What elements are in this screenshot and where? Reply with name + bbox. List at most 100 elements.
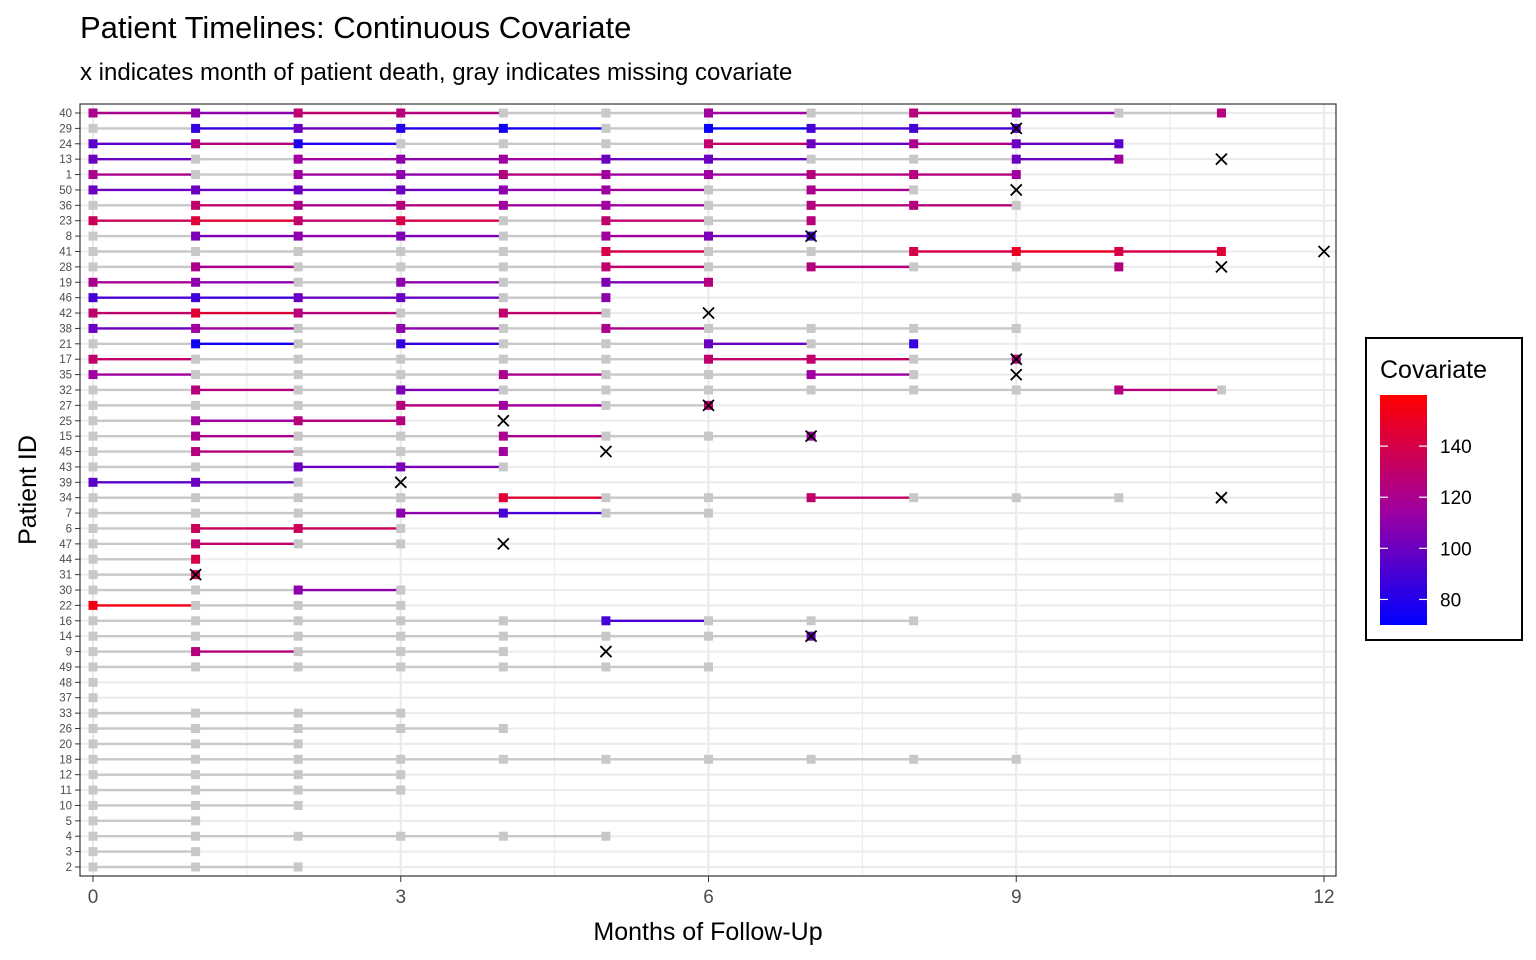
missing-point: [88, 262, 98, 272]
covariate-point: [704, 277, 713, 287]
missing-point: [601, 370, 611, 380]
missing-point: [191, 770, 201, 780]
y-tick-label: 9: [66, 647, 72, 659]
missing-point: [601, 493, 611, 503]
death-marker-stroke: [804, 229, 818, 243]
covariate-point: [396, 170, 406, 180]
missing-point: [293, 631, 303, 641]
covariate-point: [498, 123, 508, 133]
death-marker-stroke: [702, 399, 715, 412]
missing-point: [396, 785, 406, 795]
missing-point: [601, 385, 611, 395]
death-marker: [599, 645, 613, 658]
covariate-point: [293, 416, 303, 426]
covariate-point: [191, 231, 201, 241]
y-tick-label: 42: [59, 308, 72, 320]
patient-row-9: [88, 645, 613, 658]
covariate-point: [806, 370, 816, 380]
covariate-point: [191, 108, 201, 118]
covariate-point: [396, 200, 406, 210]
missing-point: [293, 800, 303, 810]
death-marker: [804, 630, 818, 643]
missing-point: [88, 523, 98, 533]
missing-point: [704, 616, 713, 626]
missing-point: [601, 831, 611, 841]
missing-point: [704, 662, 713, 672]
covariate-point: [1216, 246, 1226, 256]
covariate-point: [88, 170, 98, 180]
covariate-point: [191, 539, 201, 549]
missing-point: [191, 600, 201, 610]
death-marker: [497, 414, 510, 427]
missing-point: [806, 754, 816, 764]
missing-point: [498, 293, 508, 303]
y-tick-label: 28: [59, 262, 72, 274]
covariate-point: [498, 154, 508, 164]
y-tick-label: 16: [59, 616, 72, 628]
missing-point: [601, 339, 611, 349]
covariate-point: [293, 585, 303, 595]
missing-point: [1011, 200, 1021, 210]
covariate-point: [191, 293, 201, 303]
covariate-point: [498, 447, 508, 457]
missing-point: [704, 385, 713, 395]
covariate-point: [601, 293, 611, 303]
patient-row-7: [88, 508, 713, 518]
patient-row-15: [88, 430, 818, 443]
missing-point: [704, 216, 713, 226]
patient-row-47: [88, 537, 510, 550]
y-tick-label: 11: [60, 785, 72, 797]
missing-point: [909, 754, 919, 764]
covariate-point: [396, 216, 406, 226]
legend-tick-label: 120: [1440, 488, 1472, 509]
covariate-point: [1011, 170, 1021, 180]
covariate-point: [909, 123, 919, 133]
covariate-point: [1216, 108, 1226, 118]
death-marker-stroke: [804, 630, 818, 643]
missing-point: [806, 339, 816, 349]
missing-point: [704, 370, 713, 380]
patient-row-20: [88, 739, 303, 749]
covariate-point: [498, 493, 508, 503]
missing-point: [396, 754, 406, 764]
patient-row-18: [88, 754, 1021, 764]
covariate-point: [601, 185, 611, 195]
missing-point: [601, 308, 611, 318]
x-axis-title: Months of Follow-Up: [593, 918, 822, 946]
covariate-point: [191, 554, 201, 564]
missing-point: [1011, 262, 1021, 272]
missing-point: [293, 831, 303, 841]
patient-row-8: [88, 229, 818, 243]
patient-row-5: [88, 816, 201, 826]
missing-point: [498, 754, 508, 764]
missing-point: [88, 385, 98, 395]
y-tick-label: 22: [59, 600, 72, 612]
missing-point: [704, 323, 713, 333]
covariate-point: [704, 139, 713, 149]
patient-row-28: [88, 260, 1228, 274]
missing-point: [704, 493, 713, 503]
y-tick-label: 27: [59, 400, 72, 412]
y-tick-label: 13: [59, 154, 72, 166]
missing-point: [909, 385, 919, 395]
missing-point: [396, 431, 406, 441]
covariate-point: [601, 200, 611, 210]
missing-point: [88, 800, 98, 810]
missing-point: [88, 631, 98, 641]
covariate-point: [498, 170, 508, 180]
missing-point: [88, 831, 98, 841]
patient-row-1: [88, 170, 1021, 180]
covariate-point: [396, 462, 406, 472]
covariate-point: [704, 108, 713, 118]
missing-point: [601, 400, 611, 410]
y-tick-label: 30: [59, 585, 72, 597]
death-marker: [1215, 491, 1228, 504]
covariate-point: [88, 323, 98, 333]
missing-point: [88, 724, 98, 734]
patient-row-31: [88, 568, 202, 581]
axis-layer: 4029241315036238412819464238211735322725…: [59, 108, 1334, 908]
missing-point: [293, 339, 303, 349]
death-marker-stroke: [1215, 491, 1228, 504]
missing-point: [191, 831, 201, 841]
death-marker-stroke: [599, 645, 613, 658]
